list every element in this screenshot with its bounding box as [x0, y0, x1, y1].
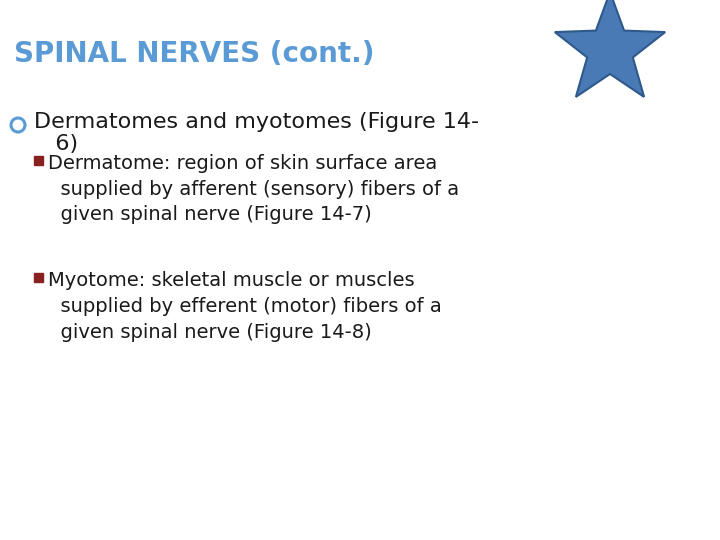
Text: Dermatomes and myotomes (Figure 14-: Dermatomes and myotomes (Figure 14- [34, 112, 479, 132]
FancyBboxPatch shape [34, 273, 43, 282]
Text: Myotome: skeletal muscle or muscles
  supplied by efferent (motor) fibers of a
 : Myotome: skeletal muscle or muscles supp… [48, 271, 442, 341]
Polygon shape [555, 0, 665, 97]
Text: Dermatome: region of skin surface area
  supplied by afferent (sensory) fibers o: Dermatome: region of skin surface area s… [48, 154, 459, 225]
Text: SPINAL NERVES (cont.): SPINAL NERVES (cont.) [14, 40, 374, 68]
FancyBboxPatch shape [34, 156, 43, 165]
Text: 6): 6) [34, 134, 78, 154]
